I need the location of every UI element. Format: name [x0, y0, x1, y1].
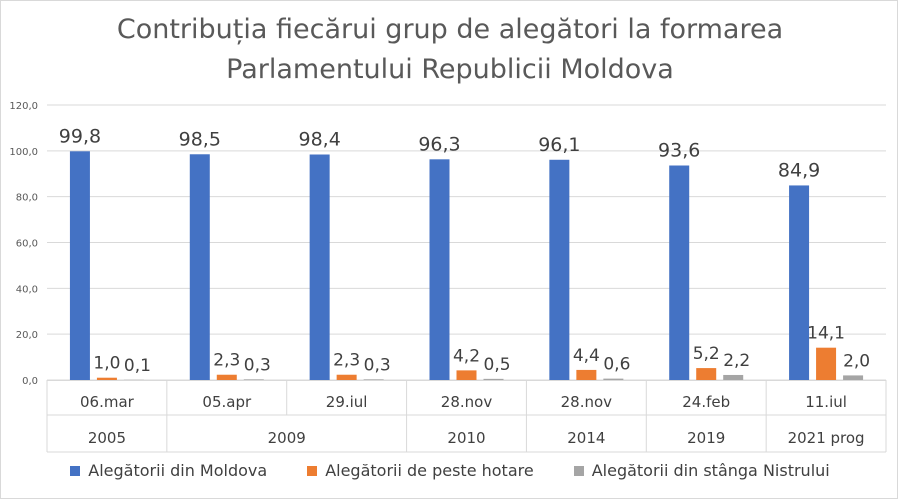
bar-moldova: [190, 154, 210, 380]
y-tick-label: 20,0: [16, 330, 38, 341]
data-label: 2,3: [213, 351, 240, 371]
data-label: 2,2: [723, 351, 750, 371]
bar-transnistria: [364, 379, 384, 380]
bar-transnistria: [603, 379, 623, 380]
x-year-label: 2019: [687, 429, 725, 447]
x-category-label: 29.iul: [326, 393, 368, 411]
legend-item-transnistria: Alegătorii din stânga Nistrului: [574, 461, 830, 480]
legend-label-moldova: Alegătorii din Moldova: [88, 461, 267, 480]
data-label: 5,2: [693, 344, 720, 364]
bar-abroad: [696, 368, 716, 380]
x-category-label: 11.iul: [805, 393, 847, 411]
y-tick-label: 0,0: [22, 376, 38, 387]
x-category-label: 05.apr: [202, 393, 252, 411]
bar-moldova: [430, 159, 450, 380]
data-label: 99,8: [59, 125, 101, 147]
bar-abroad: [337, 375, 357, 380]
data-label: 4,2: [453, 346, 480, 366]
legend-item-moldova: Alegătorii din Moldova: [70, 461, 267, 480]
data-label: 2,3: [333, 351, 360, 371]
bar-moldova: [549, 160, 569, 380]
data-label: 4,4: [573, 346, 600, 366]
data-label: 14,1: [807, 324, 845, 344]
bar-abroad: [457, 370, 477, 380]
x-year-label: 2005: [88, 429, 126, 447]
chart-legend: Alegătorii din Moldova Alegătorii de pes…: [1, 461, 898, 480]
legend-item-abroad: Alegătorii de peste hotare: [307, 461, 534, 480]
data-label: 98,4: [298, 129, 340, 151]
x-year-label: 2021 prog: [788, 429, 865, 447]
legend-label-abroad: Alegătorii de peste hotare: [325, 461, 534, 480]
data-label: 93,6: [658, 140, 700, 162]
data-label: 1,0: [93, 354, 120, 374]
data-label: 0,5: [484, 355, 511, 375]
data-label: 2,0: [843, 351, 870, 371]
data-label: 84,9: [778, 159, 820, 181]
data-label: 0,6: [603, 355, 630, 375]
y-tick-label: 80,0: [16, 193, 38, 204]
bar-abroad: [816, 348, 836, 380]
legend-swatch-transnistria: [574, 466, 584, 476]
data-label: 96,3: [418, 133, 460, 155]
bar-moldova: [70, 151, 90, 380]
bar-abroad: [97, 378, 117, 380]
y-tick-label: 100,0: [9, 147, 38, 158]
bar-transnistria: [244, 379, 264, 380]
legend-swatch-moldova: [70, 466, 80, 476]
bar-moldova: [789, 185, 809, 380]
data-label: 0,1: [124, 356, 151, 376]
data-label: 0,3: [364, 355, 391, 375]
x-year-label: 2009: [268, 429, 306, 447]
data-label: 98,5: [179, 128, 221, 150]
data-label: 96,1: [538, 134, 580, 156]
data-label: 0,3: [244, 355, 271, 375]
bar-moldova: [310, 155, 330, 381]
y-tick-label: 60,0: [16, 239, 38, 250]
y-tick-label: 40,0: [16, 284, 38, 295]
x-year-label: 2010: [447, 429, 485, 447]
x-category-label: 24.feb: [682, 393, 730, 411]
y-tick-label: 120,0: [9, 101, 38, 112]
bar-transnistria: [484, 379, 504, 380]
bar-moldova: [669, 166, 689, 381]
bar-abroad: [217, 375, 237, 380]
legend-swatch-abroad: [307, 466, 317, 476]
bar-transnistria: [723, 375, 743, 380]
bar-abroad: [576, 370, 596, 380]
x-category-label: 06.mar: [80, 393, 135, 411]
x-category-label: 28.nov: [441, 393, 493, 411]
x-category-label: 28.nov: [561, 393, 613, 411]
x-year-label: 2014: [567, 429, 605, 447]
bar-transnistria: [843, 375, 863, 380]
legend-label-transnistria: Alegătorii din stânga Nistrului: [592, 461, 830, 480]
